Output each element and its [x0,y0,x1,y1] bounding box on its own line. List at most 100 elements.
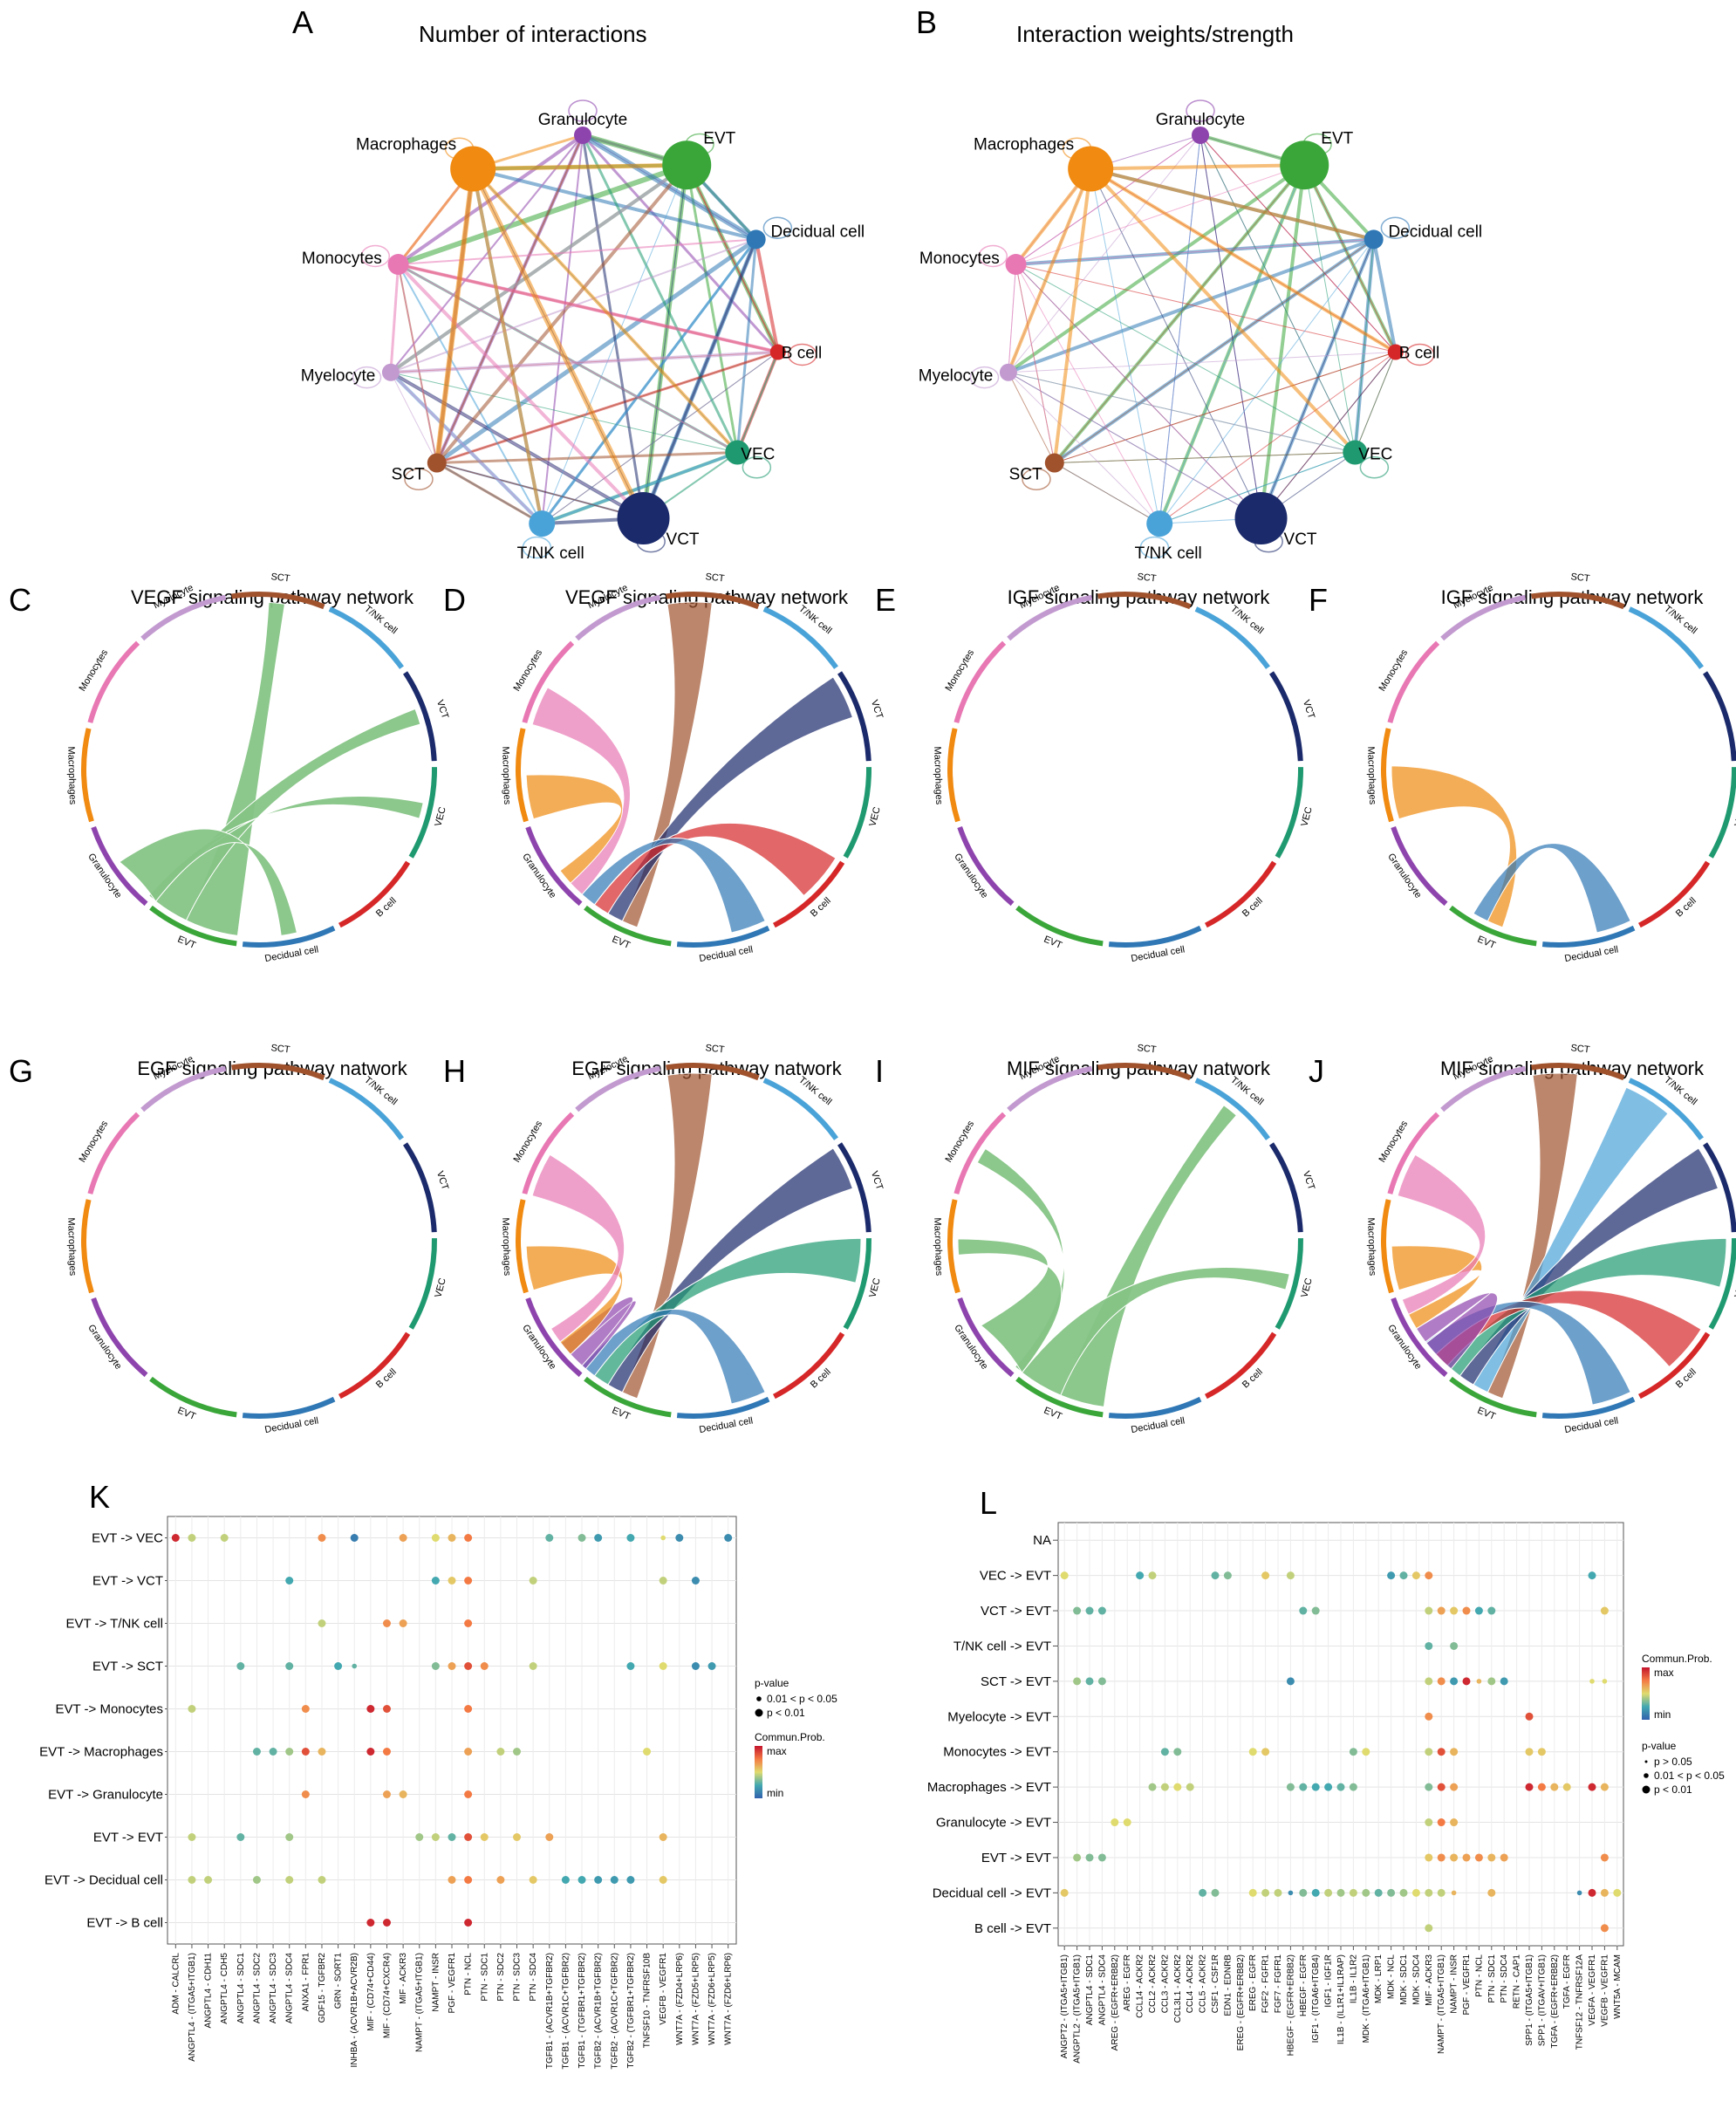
edge-t-nk-cell-to-evt [541,165,687,524]
row-label: EVT -> VCT [92,1574,163,1589]
sector-vec [843,767,871,859]
sector-label-macrophages: Macrophages [932,1217,944,1276]
edge-b-cell-to-monocytes [1015,264,1396,353]
col-label: EREG - EGFR [1248,1954,1258,2011]
sector-label-decidual-cell: Decidual cell [1564,944,1620,964]
col-label: SPP1 - (ITGAV+ITGB1) [1537,1954,1547,2046]
legend-p2: p < 0.01 [767,1707,805,1719]
node-label-macrophages: Macrophages [974,135,1074,154]
dot [1425,1924,1433,1933]
edge-myelocyte-to-t-nk-cell [1008,372,1160,524]
edge-decidual-cell-to-b-cell [1371,238,1398,353]
row-label: EVT -> SCT [92,1660,163,1674]
dot [1437,1748,1446,1756]
dot [431,1662,440,1670]
sector-evt [584,905,672,947]
panel-letter: F [1309,582,1328,618]
chord-evt-to-decidual-cell [118,828,298,936]
node-label-myelocyte: Myelocyte [919,367,994,386]
col-label: GRN - SORT1 [334,1953,344,2009]
col-label: PTN - SDC1 [1487,1954,1497,2003]
dot [1097,1606,1106,1615]
dot [301,1790,310,1798]
node-evt [1280,140,1329,190]
col-label: ANGPTL4 - SDC4 [285,1953,295,2024]
panel-letter: I [875,1053,884,1089]
sector-b-cell [1638,1331,1711,1400]
edge-myelocyte-to-vct [1008,372,1261,519]
dot [285,1662,294,1670]
dot [1060,1571,1069,1580]
dot [659,1662,667,1670]
dot [1450,1783,1459,1791]
dot [1437,1677,1446,1686]
col-label: MIF - ACKR3 [1425,1954,1434,2006]
self-loop-t-nk-cell [522,536,552,559]
row-label: EVT -> Monocytes [55,1702,163,1717]
sector-evt [149,905,237,947]
sector-vct [837,671,871,762]
chord-monocytes-to-evt [531,1153,625,1343]
row-label: EVT -> EVT [981,1851,1051,1865]
dot [660,1535,666,1541]
dot [431,1534,440,1542]
sector-vec [843,1238,871,1330]
dot [448,1833,456,1841]
col-label: MIF - (CD74+CD44) [366,1953,376,2031]
col-label: IGF1 - (ITGA6+ITGB4) [1311,1954,1321,2043]
dot [1487,1677,1496,1686]
panel-b-letter: B [916,4,937,40]
node-monocytes [1005,254,1027,276]
col-label: SPP1 - (ITGA5+ITGB1) [1525,1954,1534,2046]
dot [382,1919,391,1927]
sector-label-sct: SCT [1570,1043,1590,1055]
col-label: PTN - SDC3 [513,1953,523,2002]
dot [480,1833,489,1841]
col-label: WNT7A - (FZD5+LRP5) [691,1953,701,2045]
edge-evt-to-vct [1259,164,1307,519]
row-label: NA [1033,1533,1051,1548]
dot [1450,1748,1459,1756]
edge-b-cell-to-decidual-cell [754,238,780,353]
dot [252,1876,261,1884]
dot [545,1833,554,1841]
sector-sct [666,1063,760,1081]
dot [1425,1853,1433,1862]
panel-letter: J [1309,1053,1324,1089]
legend-pvalue-title: p-value [755,1677,789,1689]
col-label: IL1B - IL1R2 [1349,1954,1358,2004]
dot [366,1748,375,1756]
sector-label-vec: VEC [867,1277,882,1298]
sector-label-vec: VEC [1733,805,1736,827]
col-label: CCL3 - ACKR2 [1160,1954,1170,2014]
dot [1073,1677,1082,1686]
col-label: PGF - VEGFR1 [1462,1954,1472,2016]
node-label-myelocyte: Myelocyte [301,367,376,386]
edge-vct-to-granulocyte [581,134,646,519]
chord-vct-to-evt [1459,1147,1719,1386]
sector-monocytes [522,640,575,723]
dot [1111,1818,1119,1827]
dot [1537,1783,1546,1791]
col-label: ANGPTL4 - (ITGA5+ITGB1) [188,1953,197,2062]
dot [1550,1783,1559,1791]
dot [1199,1888,1207,1897]
node-vct [1234,491,1288,544]
edge-t-nk-cell-to-evt [1158,165,1305,524]
col-label: EREG - (EGFR+ERBB2) [1236,1954,1246,2050]
sector-monocytes [953,1112,1007,1194]
node-label-monocytes: Monocytes [919,250,1000,268]
legend-max: max [1654,1667,1674,1679]
col-label: TGFB2 - (ACVR1B+TGFBR2) [594,1953,604,2069]
edge-monocytes-to-vct [397,263,645,520]
dot [1437,1888,1446,1897]
dot [1288,1890,1294,1896]
sector-granulocyte [91,826,148,907]
col-label: PTN - SDC4 [529,1953,538,2002]
node-granulocyte [574,127,591,144]
col-label: MDK - (ITGA6+ITGB1) [1362,1954,1371,2043]
dot [1299,1888,1308,1897]
chord-vct-to-evt [607,676,854,922]
